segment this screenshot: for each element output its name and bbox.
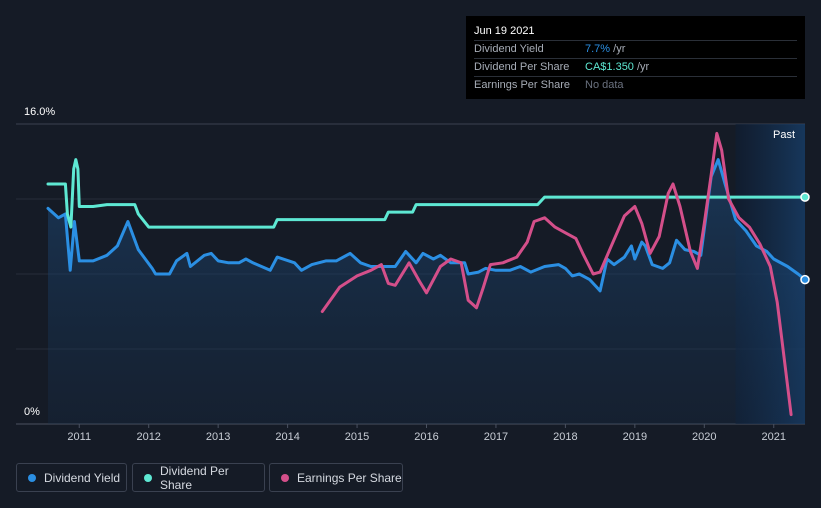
tooltip-value: No data — [585, 79, 624, 91]
x-tick-label: 2014 — [275, 431, 299, 443]
tooltip-label: Dividend Yield — [474, 43, 544, 55]
x-tick-label: 2019 — [623, 431, 647, 443]
tooltip-value: 7.7% — [585, 43, 611, 55]
x-tick-label: 2015 — [345, 431, 369, 443]
dividend-yield-line — [46, 158, 807, 293]
tooltip-row-dividend-per-share: Dividend Per Share CA$1.350 /yr — [474, 58, 797, 76]
legend-dot-icon — [281, 473, 289, 482]
x-axis-ticks: 2011 2012 2013 2014 2015 2016 2017 2018 2019 2020… — [67, 424, 786, 443]
legend-label: Dividend Yield — [44, 470, 121, 485]
y-axis-min-label: 0% — [24, 406, 40, 418]
x-tick-label: 2011 — [67, 431, 91, 443]
legend-dot-icon — [28, 473, 36, 482]
legend-label: Earnings Per Share — [297, 470, 402, 485]
tooltip-value: CA$1.350 — [585, 61, 634, 73]
x-tick-label: 2020 — [692, 431, 716, 443]
legend-earnings-per-share-button[interactable]: Earnings Per Share — [269, 463, 403, 492]
x-tick-label: 2012 — [136, 431, 160, 443]
tooltip-row-dividend-yield: Dividend Yield 7.7% /yr — [474, 40, 797, 58]
past-label: Past — [773, 129, 796, 141]
tooltip-label: Dividend Per Share — [474, 61, 570, 73]
x-tick-label: 2021 — [762, 431, 786, 443]
legend-dot-icon — [144, 473, 152, 482]
tooltip-unit: /yr — [610, 43, 626, 55]
legend-label: Dividend Per Share — [160, 463, 229, 492]
x-tick-label: 2016 — [414, 431, 438, 443]
tooltip-label: Earnings Per Share — [474, 79, 570, 91]
dividend-yield-end-marker — [800, 274, 810, 285]
x-tick-label: 2017 — [484, 431, 508, 443]
legend-dividend-yield-button[interactable]: Dividend Yield — [16, 463, 127, 492]
x-tick-label: 2018 — [553, 431, 577, 443]
y-axis-max-label: 16.0% — [24, 106, 56, 118]
earnings-per-share-line — [320, 131, 793, 417]
tooltip-unit: /yr — [633, 61, 650, 73]
legend-dividend-per-share-button[interactable]: Dividend Per Share — [132, 463, 265, 492]
tooltip-panel: Jun 19 2021 Dividend Yield 7.7% /yr Divi… — [466, 16, 805, 99]
tooltip-row-earnings-per-share: Earnings Per Share No data — [474, 76, 797, 94]
dividend-per-share-end-marker — [800, 192, 810, 202]
series-lines — [46, 131, 810, 417]
dividend-per-share-line — [46, 158, 807, 229]
tooltip-date: Jun 19 2021 — [474, 25, 535, 37]
x-tick-label: 2013 — [206, 431, 230, 443]
